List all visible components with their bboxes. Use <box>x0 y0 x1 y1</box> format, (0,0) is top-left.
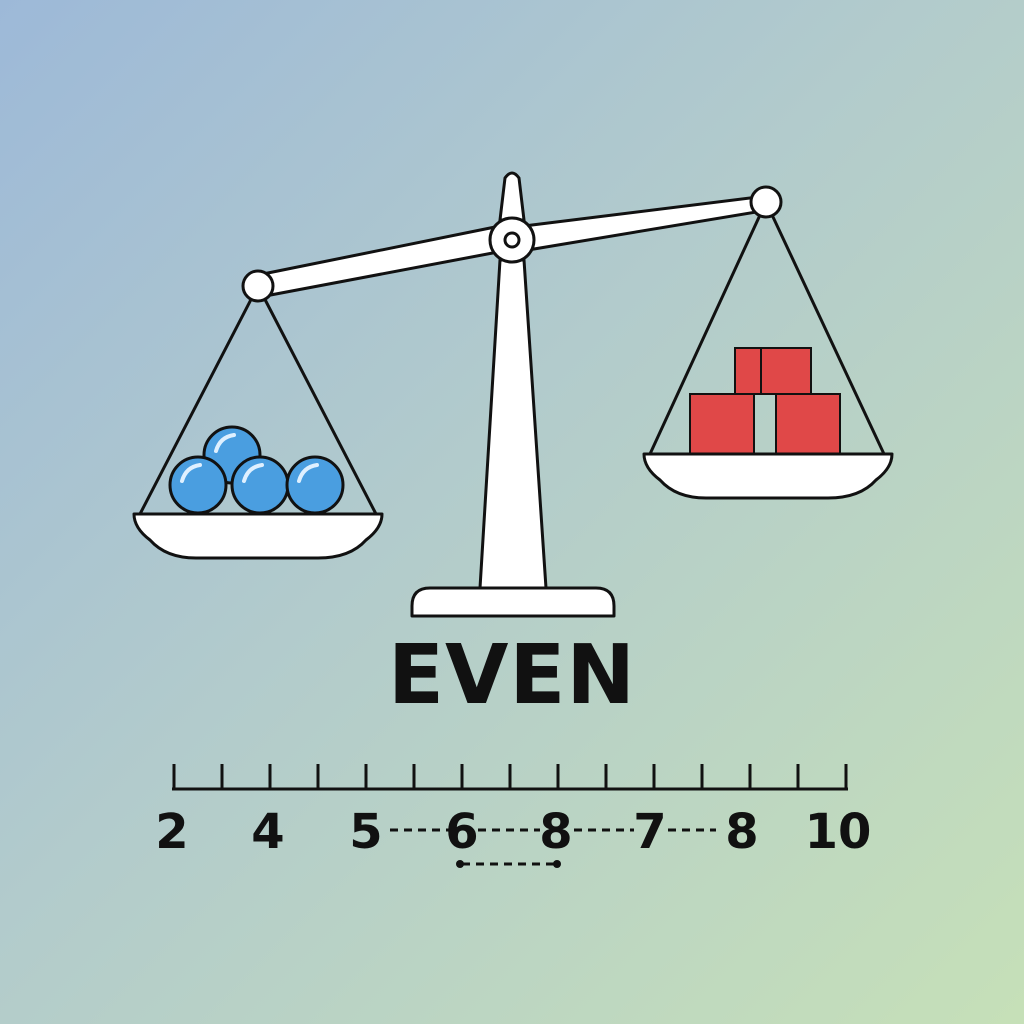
number-line-dashes <box>390 828 716 866</box>
number-line-label: 10 <box>805 804 872 860</box>
number-line <box>172 764 848 791</box>
right-hanger <box>648 185 886 455</box>
range-dot-start <box>456 860 464 868</box>
number-line-labels: 2 4 5 6 8 7 8 10 <box>155 804 871 860</box>
number-line-label: 6 <box>445 804 478 860</box>
ball-icon <box>230 455 290 515</box>
scale-pole <box>410 171 616 618</box>
left-pan <box>132 512 384 560</box>
ball-icon <box>168 455 228 515</box>
cube-icon <box>775 393 841 455</box>
left-hanger <box>138 269 378 515</box>
page-title: EVEN <box>387 628 637 723</box>
number-line-label: 8 <box>539 804 572 860</box>
cube-icon <box>689 393 755 455</box>
number-line-label: 2 <box>155 804 188 860</box>
ball-icon <box>285 455 345 515</box>
number-line-label: 4 <box>251 804 284 860</box>
range-dot-end <box>553 860 561 868</box>
number-line-label: 5 <box>349 804 382 860</box>
right-pan <box>642 452 894 500</box>
left-pan-balls <box>168 425 345 515</box>
right-pan-cubes <box>689 347 841 455</box>
pivot-pin <box>503 231 521 249</box>
number-line-label: 8 <box>725 804 758 860</box>
number-line-label: 7 <box>633 804 666 860</box>
cube-icon <box>760 347 812 395</box>
